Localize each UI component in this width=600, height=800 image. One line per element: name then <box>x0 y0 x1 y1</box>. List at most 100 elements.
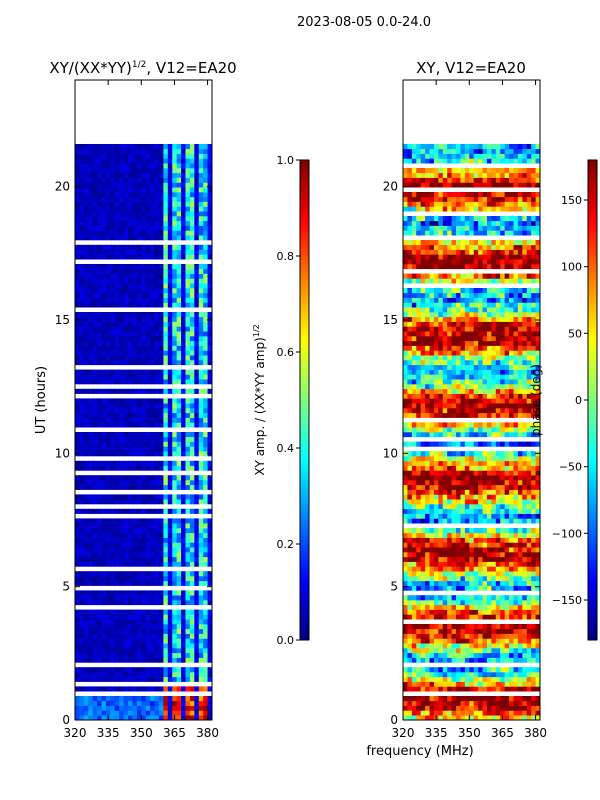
heatmap-cell <box>194 336 200 342</box>
heatmap-cell <box>158 542 164 548</box>
heatmap-cell <box>75 648 81 654</box>
heatmap-cell <box>105 657 111 663</box>
heatmap-cell <box>88 345 94 351</box>
heatmap-cell <box>181 499 187 505</box>
heatmap-cell <box>181 556 187 562</box>
heatmap-cell <box>185 648 191 654</box>
heatmap-cell <box>407 456 413 462</box>
heatmap-cell <box>185 614 191 620</box>
heatmap-cell <box>526 408 532 414</box>
heatmap-cell <box>181 292 187 298</box>
heatmap-cell <box>425 609 431 615</box>
heatmap-cell <box>194 235 200 241</box>
heatmap-cell <box>411 518 417 524</box>
heatmap-cell <box>176 192 182 198</box>
heatmap-cell <box>447 532 453 538</box>
heatmap-cell <box>75 230 81 236</box>
heatmap-cell <box>420 585 426 591</box>
heatmap-cell <box>158 475 164 481</box>
heatmap-cell <box>141 667 147 673</box>
heatmap-cell <box>110 643 116 649</box>
heatmap-cell <box>438 652 444 658</box>
heatmap-cell <box>119 705 125 711</box>
heatmap-cell <box>163 600 169 606</box>
heatmap-cell <box>132 441 138 447</box>
heatmap-cell <box>469 489 475 495</box>
heatmap-cell <box>504 518 510 524</box>
heatmap-cell <box>491 609 497 615</box>
heatmap-cell <box>491 456 497 462</box>
heatmap-cell <box>464 652 470 658</box>
heatmap-cell <box>504 480 510 486</box>
heatmap-cell <box>509 657 515 663</box>
heatmap-cell <box>517 566 523 572</box>
heatmap-cell <box>167 417 173 423</box>
heatmap-cell <box>420 609 426 615</box>
heatmap-cell <box>136 297 142 303</box>
heatmap-cell <box>176 624 182 630</box>
heatmap-cell <box>203 220 209 226</box>
heatmap-cell <box>464 624 470 630</box>
heatmap-cell <box>403 652 409 658</box>
heatmap-cell <box>123 676 129 682</box>
heatmap-cell <box>181 436 187 442</box>
heatmap-cell <box>460 552 466 558</box>
heatmap-cell <box>207 316 212 322</box>
heatmap-cell <box>522 633 528 639</box>
heatmap-cell <box>513 600 519 606</box>
heatmap-cell <box>176 672 182 678</box>
heatmap-cell <box>150 451 156 457</box>
heatmap-cell <box>478 614 484 620</box>
heatmap-cell <box>486 542 492 548</box>
heatmap-cell <box>535 648 540 654</box>
heatmap-cell <box>114 422 120 428</box>
heatmap-cell <box>181 412 187 418</box>
heatmap-cell <box>482 537 488 543</box>
heatmap-cell <box>420 552 426 558</box>
heatmap-cell <box>185 494 191 500</box>
heatmap-cell <box>464 614 470 620</box>
heatmap-cell <box>509 604 515 610</box>
heatmap-cell <box>482 648 488 654</box>
heatmap-cell <box>141 446 147 452</box>
heatmap-cell <box>136 547 142 553</box>
heatmap-cell <box>207 432 212 438</box>
heatmap-cell <box>128 292 134 298</box>
heatmap-cell <box>141 648 147 654</box>
heatmap-cell <box>411 672 417 678</box>
heatmap-cell <box>141 609 147 615</box>
heatmap-cell <box>513 561 519 567</box>
heatmap-cell <box>425 566 431 572</box>
heatmap-cell <box>429 633 435 639</box>
heatmap-cell <box>128 163 134 169</box>
heatmap-cell <box>429 667 435 673</box>
heatmap-cell <box>167 686 173 692</box>
heatmap-cell <box>407 700 413 706</box>
heatmap-cell <box>132 518 138 524</box>
heatmap-cell <box>172 590 178 596</box>
heatmap-cell <box>132 652 138 658</box>
heatmap-cell <box>97 595 103 601</box>
heatmap-cell <box>181 484 187 490</box>
heatmap-cell <box>105 508 111 514</box>
heatmap-cell <box>198 460 204 466</box>
heatmap-cell <box>531 494 537 500</box>
heatmap-cell <box>123 408 129 414</box>
heatmap-cell <box>167 235 173 241</box>
heatmap-cell <box>425 451 431 457</box>
heatmap-cell <box>114 619 120 625</box>
heatmap-cell <box>167 542 173 548</box>
heatmap-cell <box>163 288 169 294</box>
heatmap-cell <box>101 336 107 342</box>
heatmap-cell <box>101 523 107 529</box>
heatmap-cell <box>136 422 142 428</box>
heatmap-cell <box>442 705 448 711</box>
heatmap-cell <box>75 432 81 438</box>
heatmap-cell <box>478 427 484 433</box>
heatmap-cell <box>119 686 125 692</box>
heatmap-cell <box>88 542 94 548</box>
heatmap-cell <box>75 177 81 183</box>
heatmap-cell <box>154 321 160 327</box>
heatmap-cell <box>119 182 125 188</box>
heatmap-cell <box>79 523 85 529</box>
